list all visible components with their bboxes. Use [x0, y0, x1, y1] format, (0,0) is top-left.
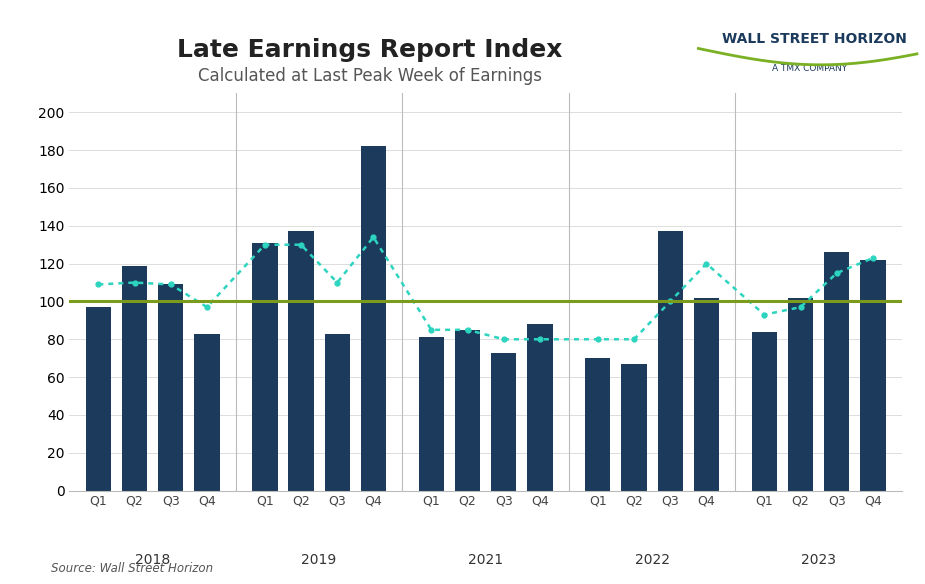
Bar [752, 332, 777, 491]
Bar [455, 330, 480, 491]
Text: Calculated at Last Peak Week of Earnings: Calculated at Last Peak Week of Earnings [198, 67, 542, 85]
Text: 2023: 2023 [801, 553, 836, 567]
Bar [158, 284, 183, 491]
Bar [419, 338, 444, 491]
Text: 2019: 2019 [302, 553, 337, 567]
Bar [86, 307, 111, 491]
Bar [824, 252, 849, 491]
Bar [289, 231, 314, 491]
Bar [253, 243, 278, 491]
Bar [361, 147, 386, 491]
Bar [491, 353, 516, 491]
Bar [194, 333, 219, 491]
Text: 2021: 2021 [468, 553, 503, 567]
Text: 2018: 2018 [135, 553, 170, 567]
Bar [622, 364, 647, 491]
Bar [658, 231, 683, 491]
Bar [527, 324, 552, 491]
Text: Late Earnings Report Index: Late Earnings Report Index [178, 38, 562, 62]
Bar [694, 298, 719, 491]
Text: A TMX COMPANY: A TMX COMPANY [772, 64, 847, 73]
Text: 2022: 2022 [635, 553, 670, 567]
Bar [325, 333, 350, 491]
Bar [122, 266, 147, 491]
Text: WALL STREET HORIZON: WALL STREET HORIZON [722, 32, 906, 46]
Bar [860, 260, 885, 491]
Text: Source: Wall Street Horizon: Source: Wall Street Horizon [51, 562, 213, 575]
Bar [586, 358, 610, 491]
Bar [788, 298, 813, 491]
